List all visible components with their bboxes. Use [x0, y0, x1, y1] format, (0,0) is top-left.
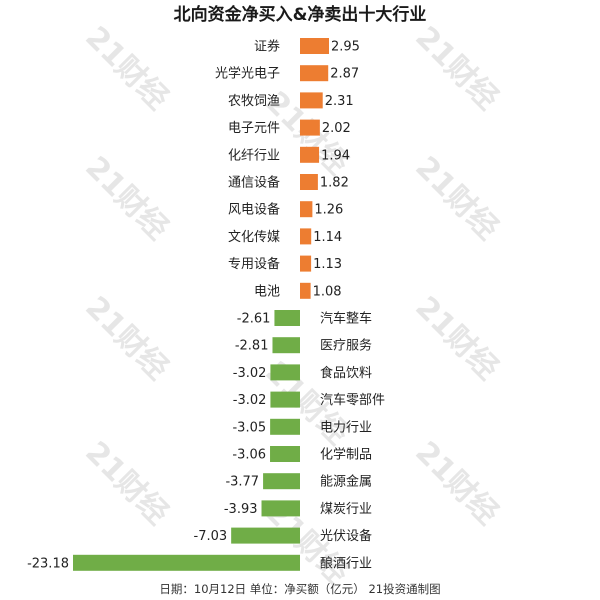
bar: [300, 174, 318, 190]
watermark-text: 21财经: [408, 20, 505, 117]
value-label: -2.61: [237, 312, 271, 327]
bar: [270, 446, 300, 462]
value-label: 2.31: [325, 94, 354, 109]
bar: [300, 255, 312, 272]
watermark-text: 21财经: [78, 20, 175, 117]
bar: [274, 310, 300, 326]
bar: [272, 337, 300, 354]
watermark-text: 21财经: [408, 435, 505, 532]
value-label: 1.26: [314, 203, 343, 218]
bar: [270, 418, 300, 435]
category-label: 电力行业: [320, 420, 372, 435]
value-label: -7.03: [194, 529, 228, 544]
category-label: 光伏设备: [320, 528, 372, 544]
chart-footer: 日期：10月12日 单位：净买额（亿元） 21投资通制图: [159, 582, 440, 596]
bar: [300, 38, 329, 54]
category-label: 风电设备: [228, 202, 280, 218]
watermark-text: 21财经: [78, 290, 175, 387]
value-label: -3.05: [232, 420, 266, 435]
bar: [300, 282, 311, 299]
value-label: 1.13: [313, 257, 342, 272]
category-label: 汽车整车: [320, 311, 372, 327]
category-label: 酿酒行业: [320, 555, 372, 571]
category-label: 专用设备: [228, 256, 280, 272]
bar: [300, 146, 320, 163]
bar: [73, 554, 300, 571]
value-label: -3.93: [224, 502, 258, 517]
category-label: 汽车零部件: [320, 392, 385, 408]
value-label: 2.95: [331, 40, 360, 55]
category-label: 光学光电子: [215, 66, 280, 82]
bar: [300, 65, 329, 82]
watermark-text: 21财经: [408, 150, 505, 247]
label-group: 证券 2.95 光学光电子 2.87 农牧饲渔 2.31 电子元件 2.02 化纤行业 1.94 通…: [27, 39, 385, 572]
category-label: 医疗服务: [320, 338, 372, 354]
category-label: 文化传媒: [228, 230, 280, 245]
bar: [300, 119, 320, 136]
watermark-text: 21财经: [78, 435, 175, 532]
value-label: -3.77: [225, 475, 259, 490]
value-label: 1.94: [321, 148, 350, 163]
bar: [300, 201, 313, 218]
value-label: 2.87: [330, 67, 359, 82]
value-label: 2.02: [322, 121, 351, 136]
value-label: 1.08: [313, 284, 342, 299]
bar: [300, 228, 312, 245]
category-label: 化学制品: [320, 447, 372, 463]
bar: [270, 391, 300, 408]
value-label: 1.82: [320, 176, 349, 191]
bar: [270, 364, 300, 381]
category-label: 电子元件: [228, 121, 280, 136]
value-label: -3.02: [233, 393, 267, 408]
category-label: 煤炭行业: [320, 502, 372, 517]
category-label: 通信设备: [228, 175, 280, 191]
category-label: 电池: [254, 284, 280, 299]
category-label: 能源金属: [320, 474, 372, 490]
chart-title: 北向资金净买入&净卖出十大行业: [174, 4, 427, 25]
value-label: 1.14: [313, 230, 342, 245]
value-label: -3.06: [232, 448, 266, 463]
category-label: 农牧饲渔: [228, 94, 280, 109]
bar-group: [73, 38, 329, 571]
bar: [231, 527, 300, 544]
watermark-text: 21财经: [78, 150, 175, 247]
value-label: -3.02: [233, 366, 267, 381]
bar: [263, 473, 300, 490]
category-label: 食品饮料: [320, 365, 372, 381]
bar: [300, 92, 323, 109]
value-label: -2.81: [235, 339, 269, 354]
category-label: 化纤行业: [228, 148, 280, 163]
value-label: -23.18: [27, 556, 69, 571]
category-label: 证券: [254, 39, 280, 55]
bar: [261, 500, 300, 517]
watermark-text: 21财经: [408, 290, 505, 387]
